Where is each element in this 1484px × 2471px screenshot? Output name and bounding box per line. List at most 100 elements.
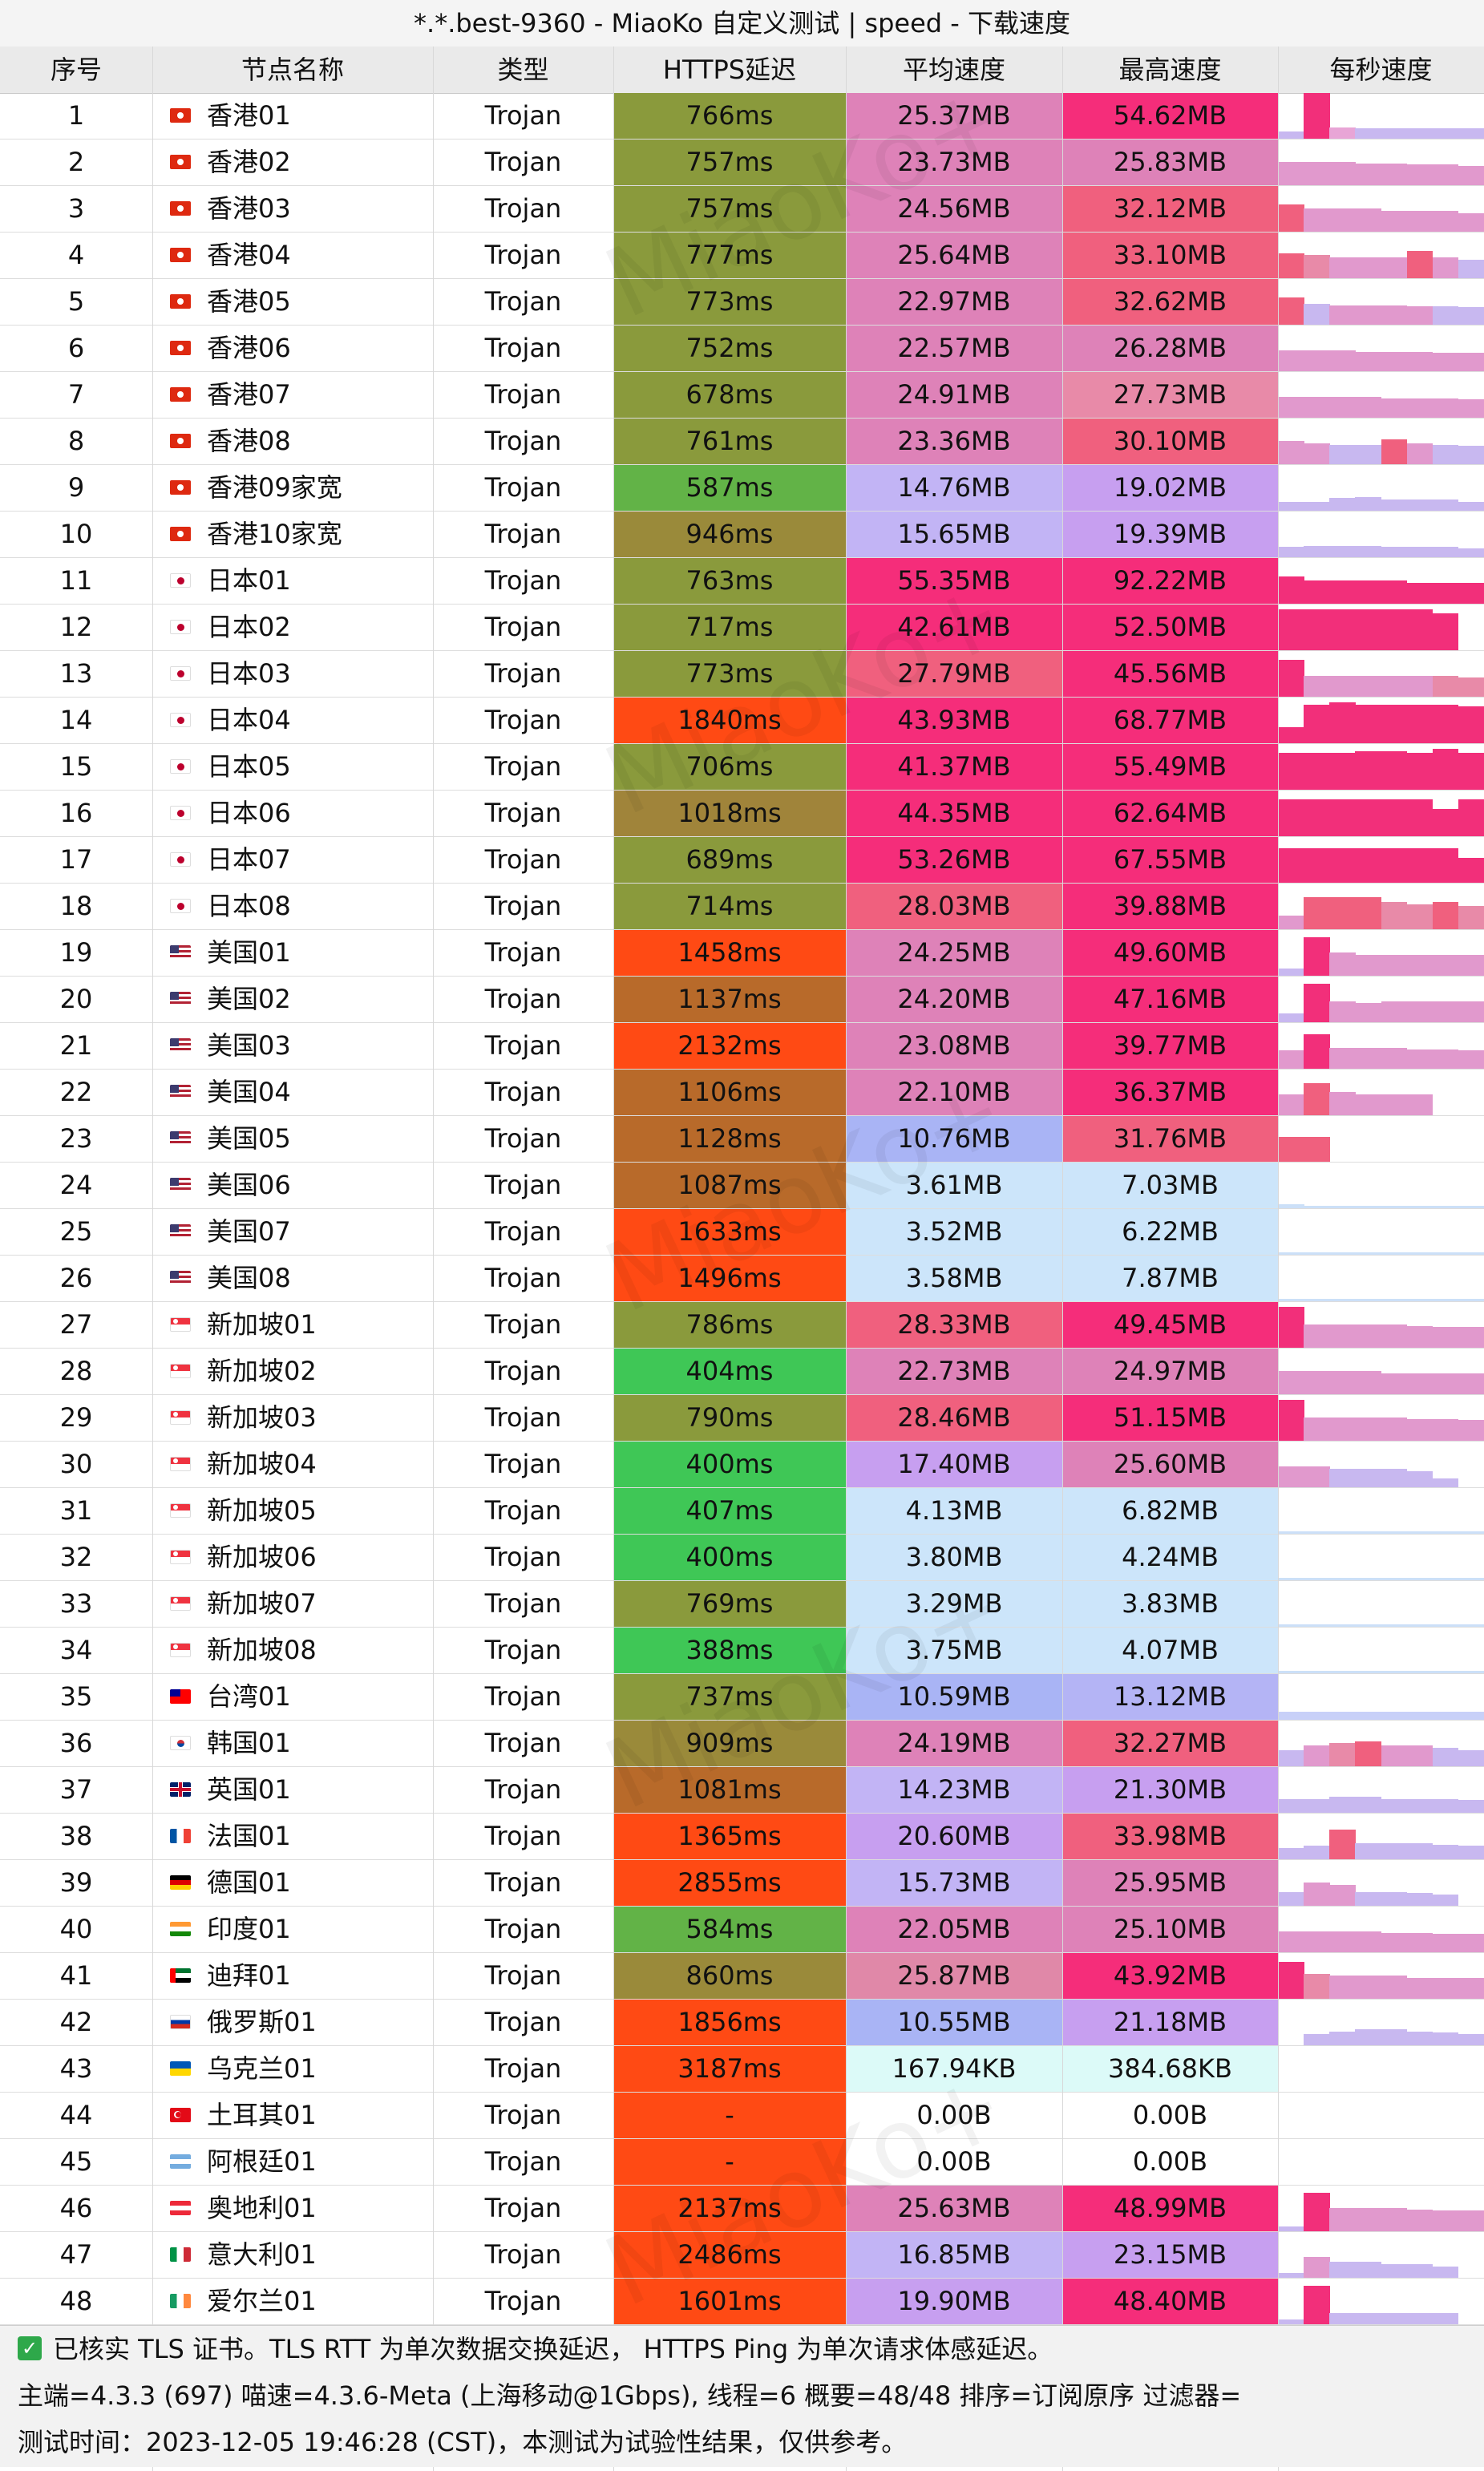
table-row[interactable]: 32 新加坡06 Trojan 400ms 3.80MB 4.24MB [0, 1535, 1484, 1581]
table-row[interactable]: 7 香港07 Trojan 678ms 24.91MB 27.73MB [0, 372, 1484, 419]
sparkline-bar [1381, 2208, 1408, 2231]
sparkline-bar [1381, 1892, 1408, 1906]
table-row[interactable]: 23 美国05 Trojan 1128ms 10.76MB 31.76MB [0, 1116, 1484, 1163]
table-row[interactable]: 31 新加坡05 Trojan 407ms 4.13MB 6.82MB [0, 1488, 1484, 1535]
table-row[interactable]: 17 日本07 Trojan 689ms 53.26MB 67.55MB [0, 837, 1484, 884]
table-row[interactable]: 11 日本01 Trojan 763ms 55.35MB 92.22MB [0, 558, 1484, 605]
node-name: 乌克兰01 [207, 2053, 317, 2084]
node-name: 韩国01 [207, 1728, 291, 1758]
table-row[interactable]: 13 日本03 Trojan 773ms 27.79MB 45.56MB [0, 651, 1484, 698]
sparkline-bar [1432, 1712, 1459, 1720]
node-type: Trojan [484, 1309, 562, 1340]
table-row[interactable]: 22 美国04 Trojan 1106ms 22.10MB 36.37MB [0, 1070, 1484, 1116]
sparkline-bar [1355, 1206, 1381, 1208]
sparkline-bar [1432, 1845, 1459, 1859]
table-row[interactable]: 6 香港06 Trojan 752ms 22.57MB 26.28MB [0, 326, 1484, 372]
column-divider [433, 47, 434, 2471]
flag-us-icon [170, 1038, 191, 1053]
table-row[interactable]: 16 日本06 Trojan 1018ms 44.35MB 62.64MB [0, 791, 1484, 837]
col-header-per-second[interactable]: 每秒速度 [1329, 55, 1433, 85]
col-header-index[interactable]: 序号 [50, 55, 102, 85]
table-row[interactable]: 33 新加坡07 Trojan 769ms 3.29MB 3.83MB [0, 1581, 1484, 1628]
table-row[interactable]: 9 香港09家宽 Trojan 587ms 14.76MB 19.02MB [0, 465, 1484, 512]
table-row[interactable]: 15 日本05 Trojan 706ms 41.37MB 55.49MB [0, 744, 1484, 791]
table-row[interactable]: 24 美国06 Trojan 1087ms 3.61MB 7.03MB [0, 1163, 1484, 1209]
table-row[interactable]: 29 新加坡03 Trojan 790ms 28.46MB 51.15MB [0, 1395, 1484, 1442]
sparkline-bar [1432, 164, 1459, 185]
sparkline-bar [1355, 2208, 1381, 2231]
sparkline-bar [1381, 1469, 1408, 1487]
flag-tw-icon [170, 1689, 191, 1704]
footer: ✓ 已核实 TLS 证书。TLS RTT 为单次数据交换延迟， HTTPS Pin… [0, 2325, 1484, 2467]
table-row[interactable]: 1 香港01 Trojan 766ms 25.37MB 54.62MB [0, 93, 1484, 140]
speed-sparkline [1278, 1535, 1484, 1580]
table-row[interactable]: 45 阿根廷01 Trojan -0.00B 0.00B [0, 2139, 1484, 2186]
table-row[interactable]: 43 乌克兰01 Trojan 3187ms 167.94KB 384.68KB [0, 2046, 1484, 2093]
sparkline-bar [1381, 1417, 1408, 1441]
flag-us-icon [170, 1131, 191, 1146]
latency-cell: 860ms [613, 1953, 846, 1999]
col-header-name[interactable]: 节点名称 [241, 55, 344, 85]
table-row[interactable]: 26 美国08 Trojan 1496ms 3.58MB 7.87MB [0, 1256, 1484, 1302]
table-row[interactable]: 18 日本08 Trojan 714ms 28.03MB 39.88MB [0, 884, 1484, 930]
latency-cell: 946ms [613, 512, 846, 557]
col-header-latency[interactable]: HTTPS延迟 [662, 55, 797, 85]
table-row[interactable]: 2 香港02 Trojan 757ms 23.73MB 25.83MB [0, 140, 1484, 186]
table-row[interactable]: 44 土耳其01 Trojan -0.00B 0.00B [0, 2093, 1484, 2139]
sparkline-bar [1406, 1299, 1433, 1301]
flag-us-icon [170, 1178, 191, 1192]
table-row[interactable]: 12 日本02 Trojan 717ms 42.61MB 52.50MB [0, 605, 1484, 651]
node-type: Trojan [484, 2239, 562, 2270]
max-speed-cell: 32.27MB [1062, 1721, 1278, 1766]
table-row[interactable]: 40 印度01 Trojan 584ms 22.05MB 25.10MB [0, 1907, 1484, 1953]
avg-speed-cell: 24.56MB [846, 186, 1062, 232]
sparkline-bar [1355, 751, 1381, 790]
table-row[interactable]: 21 美国03 Trojan 2132ms 23.08MB 39.77MB [0, 1023, 1484, 1070]
sparkline-bar [1355, 1531, 1381, 1534]
col-header-type[interactable]: 类型 [497, 55, 549, 85]
node-type: Trojan [484, 2146, 562, 2177]
max-speed-cell: 92.22MB [1062, 558, 1278, 604]
node-type: Trojan [484, 1774, 562, 1805]
node-type: Trojan [484, 240, 562, 270]
table-row[interactable]: 38 法国01 Trojan 1365ms 20.60MB 33.98MB [0, 1814, 1484, 1860]
table-row[interactable]: 48 爱尔兰01 Trojan 1601ms 19.90MB 48.40MB [0, 2279, 1484, 2325]
table-row[interactable]: 30 新加坡04 Trojan 400ms 17.40MB 25.60MB [0, 1442, 1484, 1488]
node-type: Trojan [484, 1867, 562, 1898]
flag-us-icon [170, 1271, 191, 1285]
col-header-max-speed[interactable]: 最高速度 [1118, 55, 1222, 85]
sparkline-bar [1355, 1578, 1381, 1580]
sparkline-bar [1278, 609, 1304, 650]
table-row[interactable]: 19 美国01 Trojan 1458ms 24.25MB 49.60MB [0, 930, 1484, 977]
table-row[interactable]: 25 美国07 Trojan 1633ms 3.52MB 6.22MB [0, 1209, 1484, 1256]
table-row[interactable]: 14 日本04 Trojan 1840ms 43.93MB 68.77MB [0, 698, 1484, 744]
table-row[interactable]: 3 香港03 Trojan 757ms 24.56MB 32.12MB [0, 186, 1484, 233]
sparkline-bar [1278, 1962, 1304, 1999]
sparkline-bar [1432, 613, 1459, 650]
table-row[interactable]: 28 新加坡02 Trojan 404ms 22.73MB 24.97MB [0, 1349, 1484, 1395]
table-row[interactable]: 5 香港05 Trojan 773ms 22.97MB 32.62MB [0, 279, 1484, 326]
col-header-avg-speed[interactable]: 平均速度 [902, 55, 1005, 85]
table-row[interactable]: 27 新加坡01 Trojan 786ms 28.33MB 49.45MB [0, 1302, 1484, 1349]
sparkline-bar [1381, 211, 1408, 232]
speed-sparkline [1278, 2139, 1484, 2185]
table-row[interactable]: 8 香港08 Trojan 761ms 23.36MB 30.10MB [0, 419, 1484, 465]
sparkline-bar [1406, 583, 1433, 604]
table-row[interactable]: 42 俄罗斯01 Trojan 1856ms 10.55MB 21.18MB [0, 2000, 1484, 2046]
table-row[interactable]: 46 奥地利01 Trojan 2137ms 25.63MB 48.99MB [0, 2186, 1484, 2232]
sparkline-bar [1406, 848, 1433, 883]
table-row[interactable]: 34 新加坡08 Trojan 388ms 3.75MB 4.07MB [0, 1628, 1484, 1674]
sparkline-bar [1458, 906, 1484, 929]
sparkline-bar [1355, 848, 1381, 883]
node-type: Trojan [484, 937, 562, 968]
table-row[interactable]: 4 香港04 Trojan 777ms 25.64MB 33.10MB [0, 233, 1484, 279]
table-row[interactable]: 36 韩国01 Trojan 909ms 24.19MB 32.27MB [0, 1721, 1484, 1767]
table-row[interactable]: 47 意大利01 Trojan 2486ms 16.85MB 23.15MB [0, 2232, 1484, 2279]
table-row[interactable]: 41 迪拜01 Trojan 860ms 25.87MB 43.92MB [0, 1953, 1484, 2000]
table-row[interactable]: 10 香港10家宽 Trojan 946ms 15.65MB 19.39MB [0, 512, 1484, 558]
table-row[interactable]: 37 英国01 Trojan 1081ms 14.23MB 21.30MB [0, 1767, 1484, 1814]
table-row[interactable]: 20 美国02 Trojan 1137ms 24.20MB 47.16MB [0, 977, 1484, 1023]
table-row[interactable]: 35 台湾01 Trojan 737ms 10.59MB 13.12MB [0, 1674, 1484, 1721]
table-row[interactable]: 39 德国01 Trojan 2855ms 15.73MB 25.95MB [0, 1860, 1484, 1907]
flag-sg-icon [170, 1317, 191, 1332]
